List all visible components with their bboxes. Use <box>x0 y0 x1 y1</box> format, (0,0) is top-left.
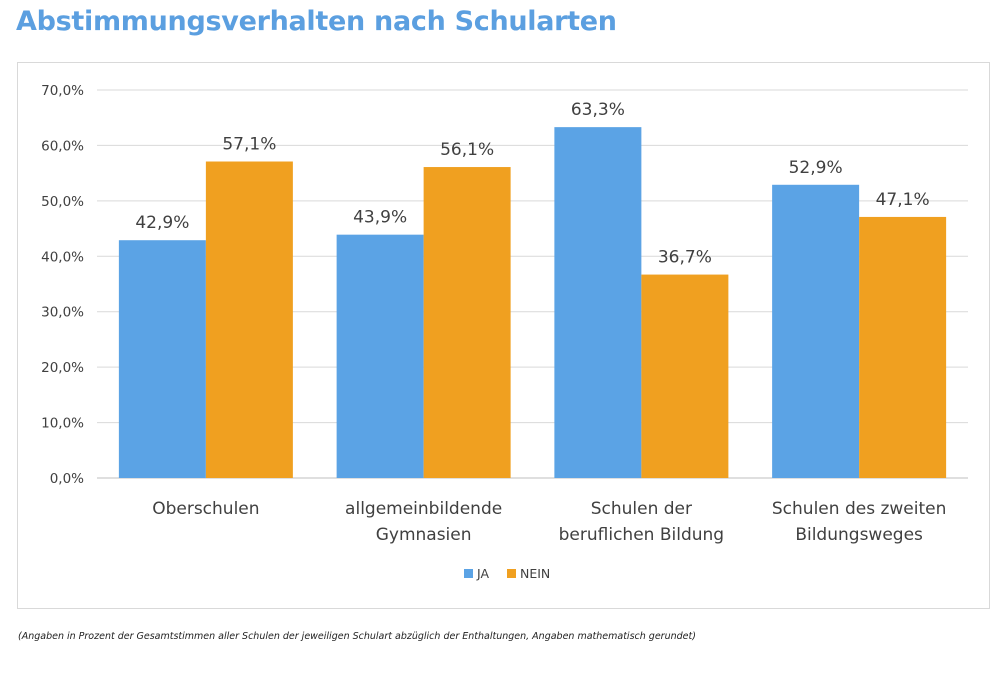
bar-ja <box>772 184 860 478</box>
category-label: Gymnasien <box>376 525 472 545</box>
bar-nein <box>641 274 729 478</box>
category-label: Schulen der <box>591 499 692 519</box>
data-label: 42,9% <box>135 213 189 233</box>
bar-nein <box>205 161 293 478</box>
data-label: 36,7% <box>658 248 712 268</box>
bar-nein <box>423 167 511 478</box>
data-label: 47,1% <box>876 190 930 210</box>
y-tick-label: 20,0% <box>41 360 84 376</box>
legend-swatch <box>507 569 516 578</box>
page-title: Abstimmungsverhalten nach Schularten <box>16 6 617 37</box>
y-tick-label: 70,0% <box>41 83 84 99</box>
category-label: Bildungsweges <box>795 525 923 545</box>
legend-label: NEIN <box>520 566 550 581</box>
chart-container: 0,0% 10,0% 20,0% 30,0% 40,0% 50,0% 60,0% 70,0% 4… <box>17 62 990 609</box>
footnote: (Angaben in Prozent der Gesamtstimmen al… <box>18 631 696 642</box>
bar-chart: 0,0% 10,0% 20,0% 30,0% 40,0% 50,0% 60,0% 70,0% 4… <box>41 83 968 581</box>
bar-ja <box>118 240 206 478</box>
legend-swatch <box>464 569 473 578</box>
legend-label: JA <box>476 566 489 581</box>
data-label: 52,9% <box>789 158 843 178</box>
data-label: 57,1% <box>222 135 276 155</box>
data-label: 63,3% <box>571 100 625 120</box>
y-tick-label: 50,0% <box>41 194 84 210</box>
data-label: 43,9% <box>353 208 407 228</box>
bar-nein <box>859 216 947 478</box>
bar-ja <box>554 127 642 478</box>
y-tick-label: 40,0% <box>41 249 84 265</box>
y-tick-label: 10,0% <box>41 416 84 432</box>
bar-ja <box>336 234 424 478</box>
category-label: Oberschulen <box>152 499 259 519</box>
category-label: beruflichen Bildung <box>559 525 724 545</box>
data-label: 56,1% <box>440 140 494 160</box>
y-tick-label: 30,0% <box>41 305 84 321</box>
y-tick-label: 0,0% <box>50 471 84 487</box>
category-label: Schulen des zweiten <box>772 499 946 519</box>
y-tick-label: 60,0% <box>41 138 84 154</box>
category-label: allgemeinbildende <box>345 499 502 519</box>
